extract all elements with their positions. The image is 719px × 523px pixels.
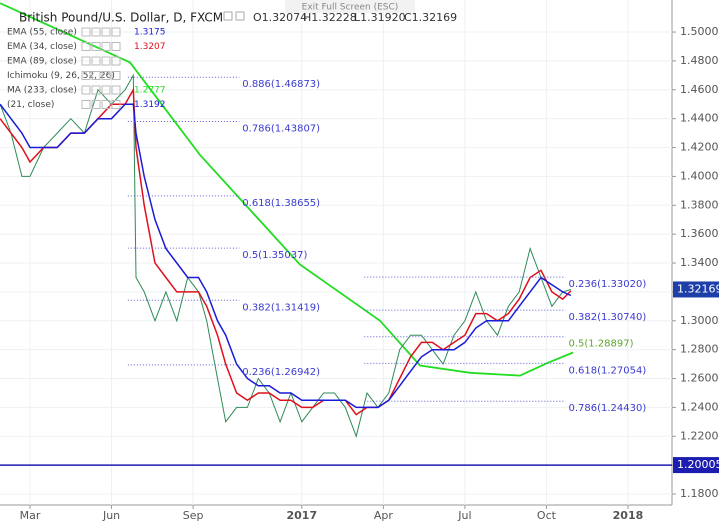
last-price-tag	[673, 281, 719, 298]
y-tick-label: 1.48000	[680, 54, 719, 67]
y-tick-label: 1.36000	[680, 227, 719, 240]
legend-icon	[91, 27, 101, 37]
y-tick-label: 1.30000	[680, 314, 719, 327]
x-tick-label: 2017	[286, 509, 317, 522]
legend-icon	[101, 71, 111, 80]
legend-value: 1.3207	[134, 42, 166, 52]
legend-icon	[101, 100, 111, 109]
y-tick-label: 1.22000	[680, 429, 719, 442]
y-tick-label: 1.46000	[680, 83, 719, 96]
legend-icon	[111, 27, 121, 37]
series-line	[0, 103, 572, 409]
y-tick-label: 1.42000	[680, 141, 719, 154]
legend-icon	[111, 56, 121, 66]
fib-label: 0.382(1.31419)	[242, 302, 320, 313]
legend-icon	[111, 71, 121, 80]
hline-tag	[673, 457, 719, 474]
legend-icon	[81, 85, 91, 95]
x-tick-label: Oct	[537, 509, 557, 522]
fib-label: 0.382(1.30740)	[568, 312, 646, 323]
y-tick-label: 1.40000	[680, 169, 719, 182]
fib-label: 0.236(1.26942)	[242, 367, 320, 378]
legend-value: 1.3175	[134, 28, 166, 38]
legend-name: EMA (34, close)	[7, 42, 77, 52]
exit-button-label[interactable]: Exit Full Screen (ESC)	[302, 3, 399, 13]
legend-name: EMA (89, close)	[7, 57, 77, 67]
hline-label: 1.20005	[677, 458, 719, 471]
ohlc-high: H1.32228	[303, 11, 357, 24]
y-tick-label: 1.26000	[680, 372, 719, 385]
legend-icon	[91, 56, 101, 66]
series-line	[0, 73, 572, 438]
legend-icon	[101, 27, 111, 37]
legend-icon	[81, 42, 91, 51]
ohlc-open: O1.32074	[253, 11, 307, 24]
legend-icon	[81, 100, 91, 109]
x-tick-label: Apr	[374, 509, 394, 522]
legend-icon	[101, 85, 111, 95]
series-line	[0, 2, 574, 377]
legend-icon	[91, 42, 101, 51]
legend-icon	[91, 85, 101, 95]
x-tick-label: 2018	[613, 509, 644, 522]
x-tick-label: Jul	[457, 509, 471, 522]
legend-icon	[101, 56, 111, 66]
legend-icon	[91, 71, 101, 80]
x-tick-label: Jun	[102, 509, 120, 522]
legend-icon	[91, 100, 101, 109]
legend-value: 1.3192	[134, 100, 166, 110]
fib-label: 0.786(1.43807)	[242, 123, 320, 134]
fib-label: 0.5(1.28897)	[568, 339, 633, 350]
legend-icon	[111, 42, 121, 51]
exit-button[interactable]	[285, 0, 415, 13]
legend-icon	[111, 85, 121, 95]
icon[interactable]	[223, 11, 233, 21]
legend-icon	[81, 27, 91, 37]
series-line	[0, 87, 572, 416]
last-price-label: 1.32169	[677, 282, 719, 295]
fib-label: 0.886(1.46873)	[242, 79, 320, 90]
y-tick-label: 1.18000	[680, 487, 719, 500]
y-tick-label: 1.34000	[680, 256, 719, 269]
y-tick-label: 1.24000	[680, 400, 719, 413]
fib-label: 0.5(1.35037)	[242, 250, 307, 261]
fib-label: 0.618(1.27054)	[568, 365, 646, 376]
legend-value: 1.2777	[134, 86, 166, 96]
legend-icon	[81, 56, 91, 66]
x-tick-label: Sep	[183, 509, 204, 522]
fib-label: 0.786(1.24430)	[568, 403, 646, 414]
legend-name: (21, close)	[7, 100, 54, 110]
legend-name: Ichimoku (9, 26, 52, 26)	[7, 71, 115, 81]
x-tick-label: Mar	[20, 509, 41, 522]
legend-icon	[101, 42, 111, 51]
legend-icon	[81, 71, 91, 80]
legend-name: MA (233, close)	[7, 86, 77, 96]
y-tick-label: 1.38000	[680, 198, 719, 211]
legend-icon	[111, 100, 121, 109]
chart-title: British Pound/U.S. Dollar, D, FXCM	[19, 11, 223, 25]
y-tick-label: 1.50000	[680, 25, 719, 38]
legend-name: EMA (55, close)	[7, 28, 77, 38]
ohlc-close: C1.32169	[404, 11, 457, 24]
icon[interactable]	[235, 11, 245, 21]
fib-label: 0.236(1.33020)	[568, 279, 646, 290]
ohlc-low: L1.31920	[354, 11, 406, 24]
y-tick-label: 1.44000	[680, 112, 719, 125]
fib-label: 0.618(1.38655)	[242, 198, 320, 209]
y-tick-label: 1.28000	[680, 343, 719, 356]
